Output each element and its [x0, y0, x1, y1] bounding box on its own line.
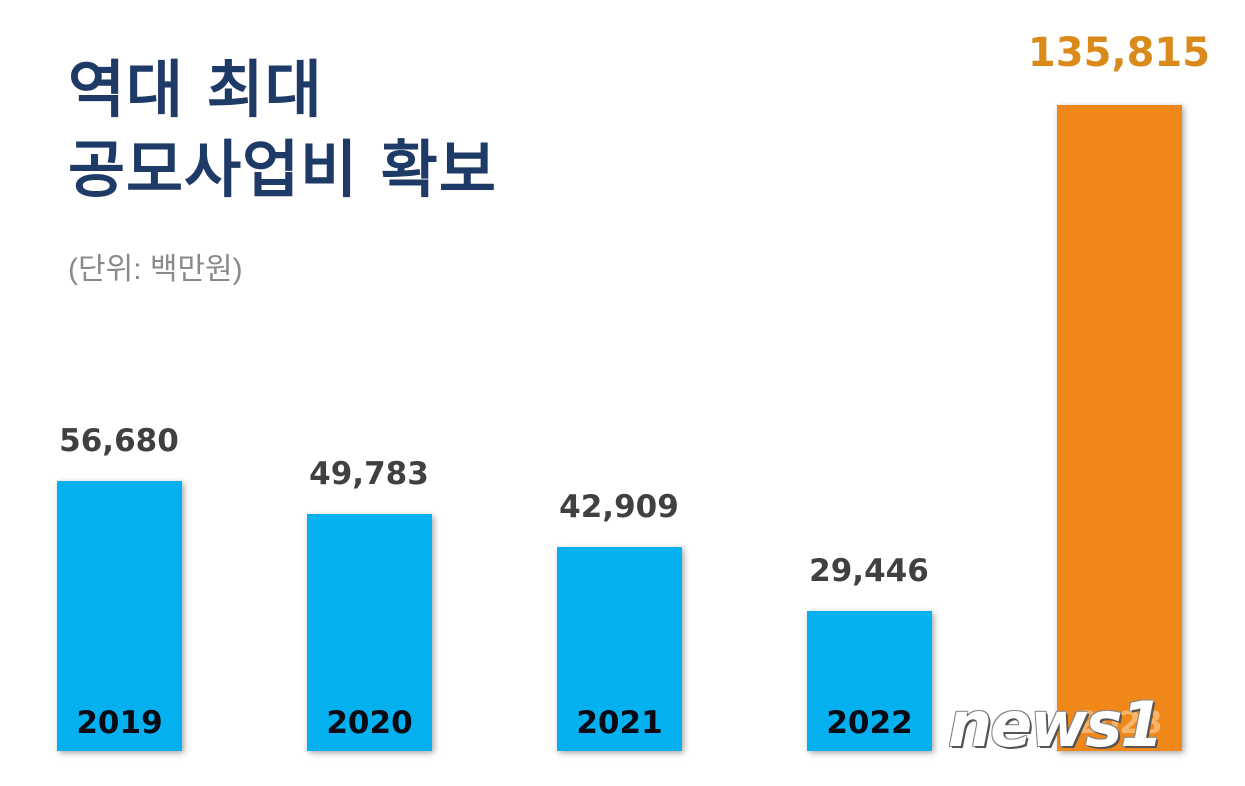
category-label: 2019: [76, 705, 163, 741]
chart-title-line-1: 역대 최대: [68, 53, 323, 126]
bar-2021: 2021: [557, 547, 682, 751]
category-label: 2022: [826, 705, 913, 741]
chart-title-line-2: 공모사업비 확보: [68, 133, 497, 206]
category-label: 2020: [326, 705, 413, 741]
category-label: 2023: [1076, 705, 1163, 741]
unit-label: (단위: 백만원): [68, 253, 243, 286]
category-label: 2021: [576, 705, 663, 741]
value-label: 135,815: [1027, 30, 1211, 76]
bar-2023: 2023: [1057, 105, 1182, 751]
value-label: 56,680: [59, 423, 179, 459]
value-label: 42,909: [559, 489, 679, 525]
bar-2022: 2022: [807, 611, 932, 751]
bar-2019: 2019: [57, 481, 182, 751]
news1-logo-watermark: news1: [948, 688, 1164, 761]
value-label: 49,783: [309, 456, 429, 492]
bar-2020: 2020: [307, 514, 432, 751]
chart-title: 역대 최대 공모사업비 확보: [68, 50, 497, 210]
value-label: 29,446: [809, 553, 929, 589]
